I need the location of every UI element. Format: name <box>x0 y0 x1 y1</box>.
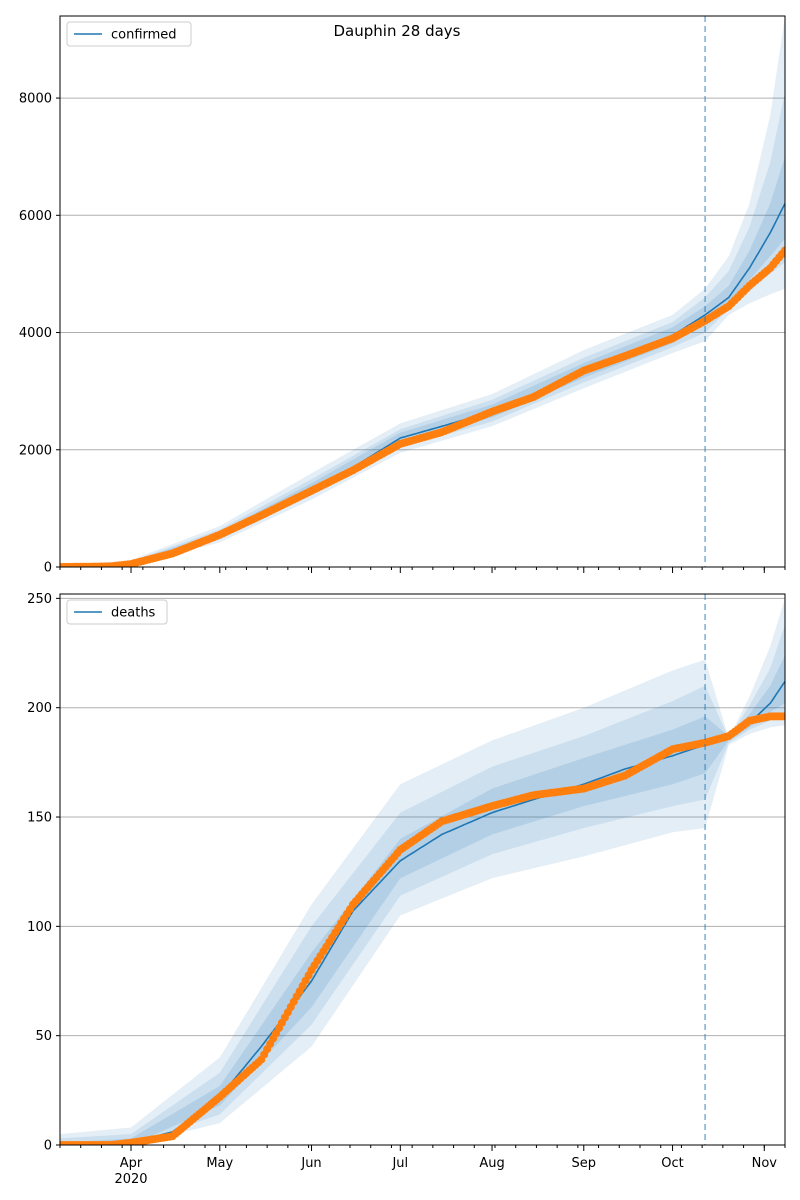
confirmed-y-tick-label: 0 <box>44 561 52 576</box>
confirmed-axes-frame <box>59 15 786 568</box>
deaths-y-tick-label: 100 <box>27 920 52 935</box>
deaths-y-tick-label: 0 <box>44 1139 52 1154</box>
deaths-plot-area <box>60 598 785 1145</box>
confirmed-observed-point <box>781 246 785 255</box>
confirmed-y-tick-label: 6000 <box>19 209 52 224</box>
deaths-y-tick-label: 150 <box>27 811 52 826</box>
confirmed-y-tick-label: 2000 <box>19 443 52 458</box>
deaths-axes-frame <box>59 593 786 1146</box>
deaths-observed-points <box>60 712 785 1145</box>
deaths-legend-label: deaths <box>111 606 156 621</box>
deaths-x-tick-label: Nov <box>752 1156 778 1171</box>
confirmed-observed-points <box>60 246 785 567</box>
confirmed-panel: 0 2000 4000 6000 8000 confirmed <box>19 15 786 576</box>
confirmed-y-tick-label: 8000 <box>19 92 52 107</box>
deaths-x-tick-label: Jul <box>391 1156 408 1171</box>
confirmed-legend-label: confirmed <box>111 28 177 43</box>
confirmed-model-line <box>60 203 785 567</box>
deaths-uncertainty-band-1 <box>60 598 785 1145</box>
deaths-x-tick-label: Jun <box>300 1156 321 1171</box>
deaths-uncertainty-band-2 <box>60 624 785 1145</box>
deaths-x-tick-label: Sep <box>572 1156 597 1171</box>
deaths-observed-point <box>781 712 785 721</box>
confirmed-uncertainty-band-1 <box>60 16 785 567</box>
deaths-legend: deaths <box>66 599 168 625</box>
confirmed-uncertainty-band-3 <box>60 156 785 567</box>
confirmed-y-tick-label: 4000 <box>19 326 52 341</box>
confirmed-legend-box <box>66 21 192 47</box>
deaths-x-tick-label: Apr <box>120 1156 143 1171</box>
deaths-x-tick-label: Aug <box>479 1156 504 1171</box>
deaths-panel: 0 50 100 150 200 250 Apr May Jun Jul Aug Sep Oct Nov 2… <box>27 592 786 1187</box>
deaths-x-tick-label: Oct <box>661 1156 683 1171</box>
deaths-x-tick-label: May <box>206 1156 233 1171</box>
confirmed-plot-area <box>60 16 785 567</box>
deaths-y-tick-label: 50 <box>35 1029 52 1044</box>
deaths-legend-box <box>66 599 168 625</box>
confirmed-legend: confirmed <box>66 21 192 47</box>
x-year-label: 2020 <box>114 1172 147 1187</box>
deaths-y-tick-label: 200 <box>27 701 52 716</box>
deaths-y-tick-label: 250 <box>27 592 52 607</box>
figure-title: Dauphin 28 days <box>334 22 461 40</box>
